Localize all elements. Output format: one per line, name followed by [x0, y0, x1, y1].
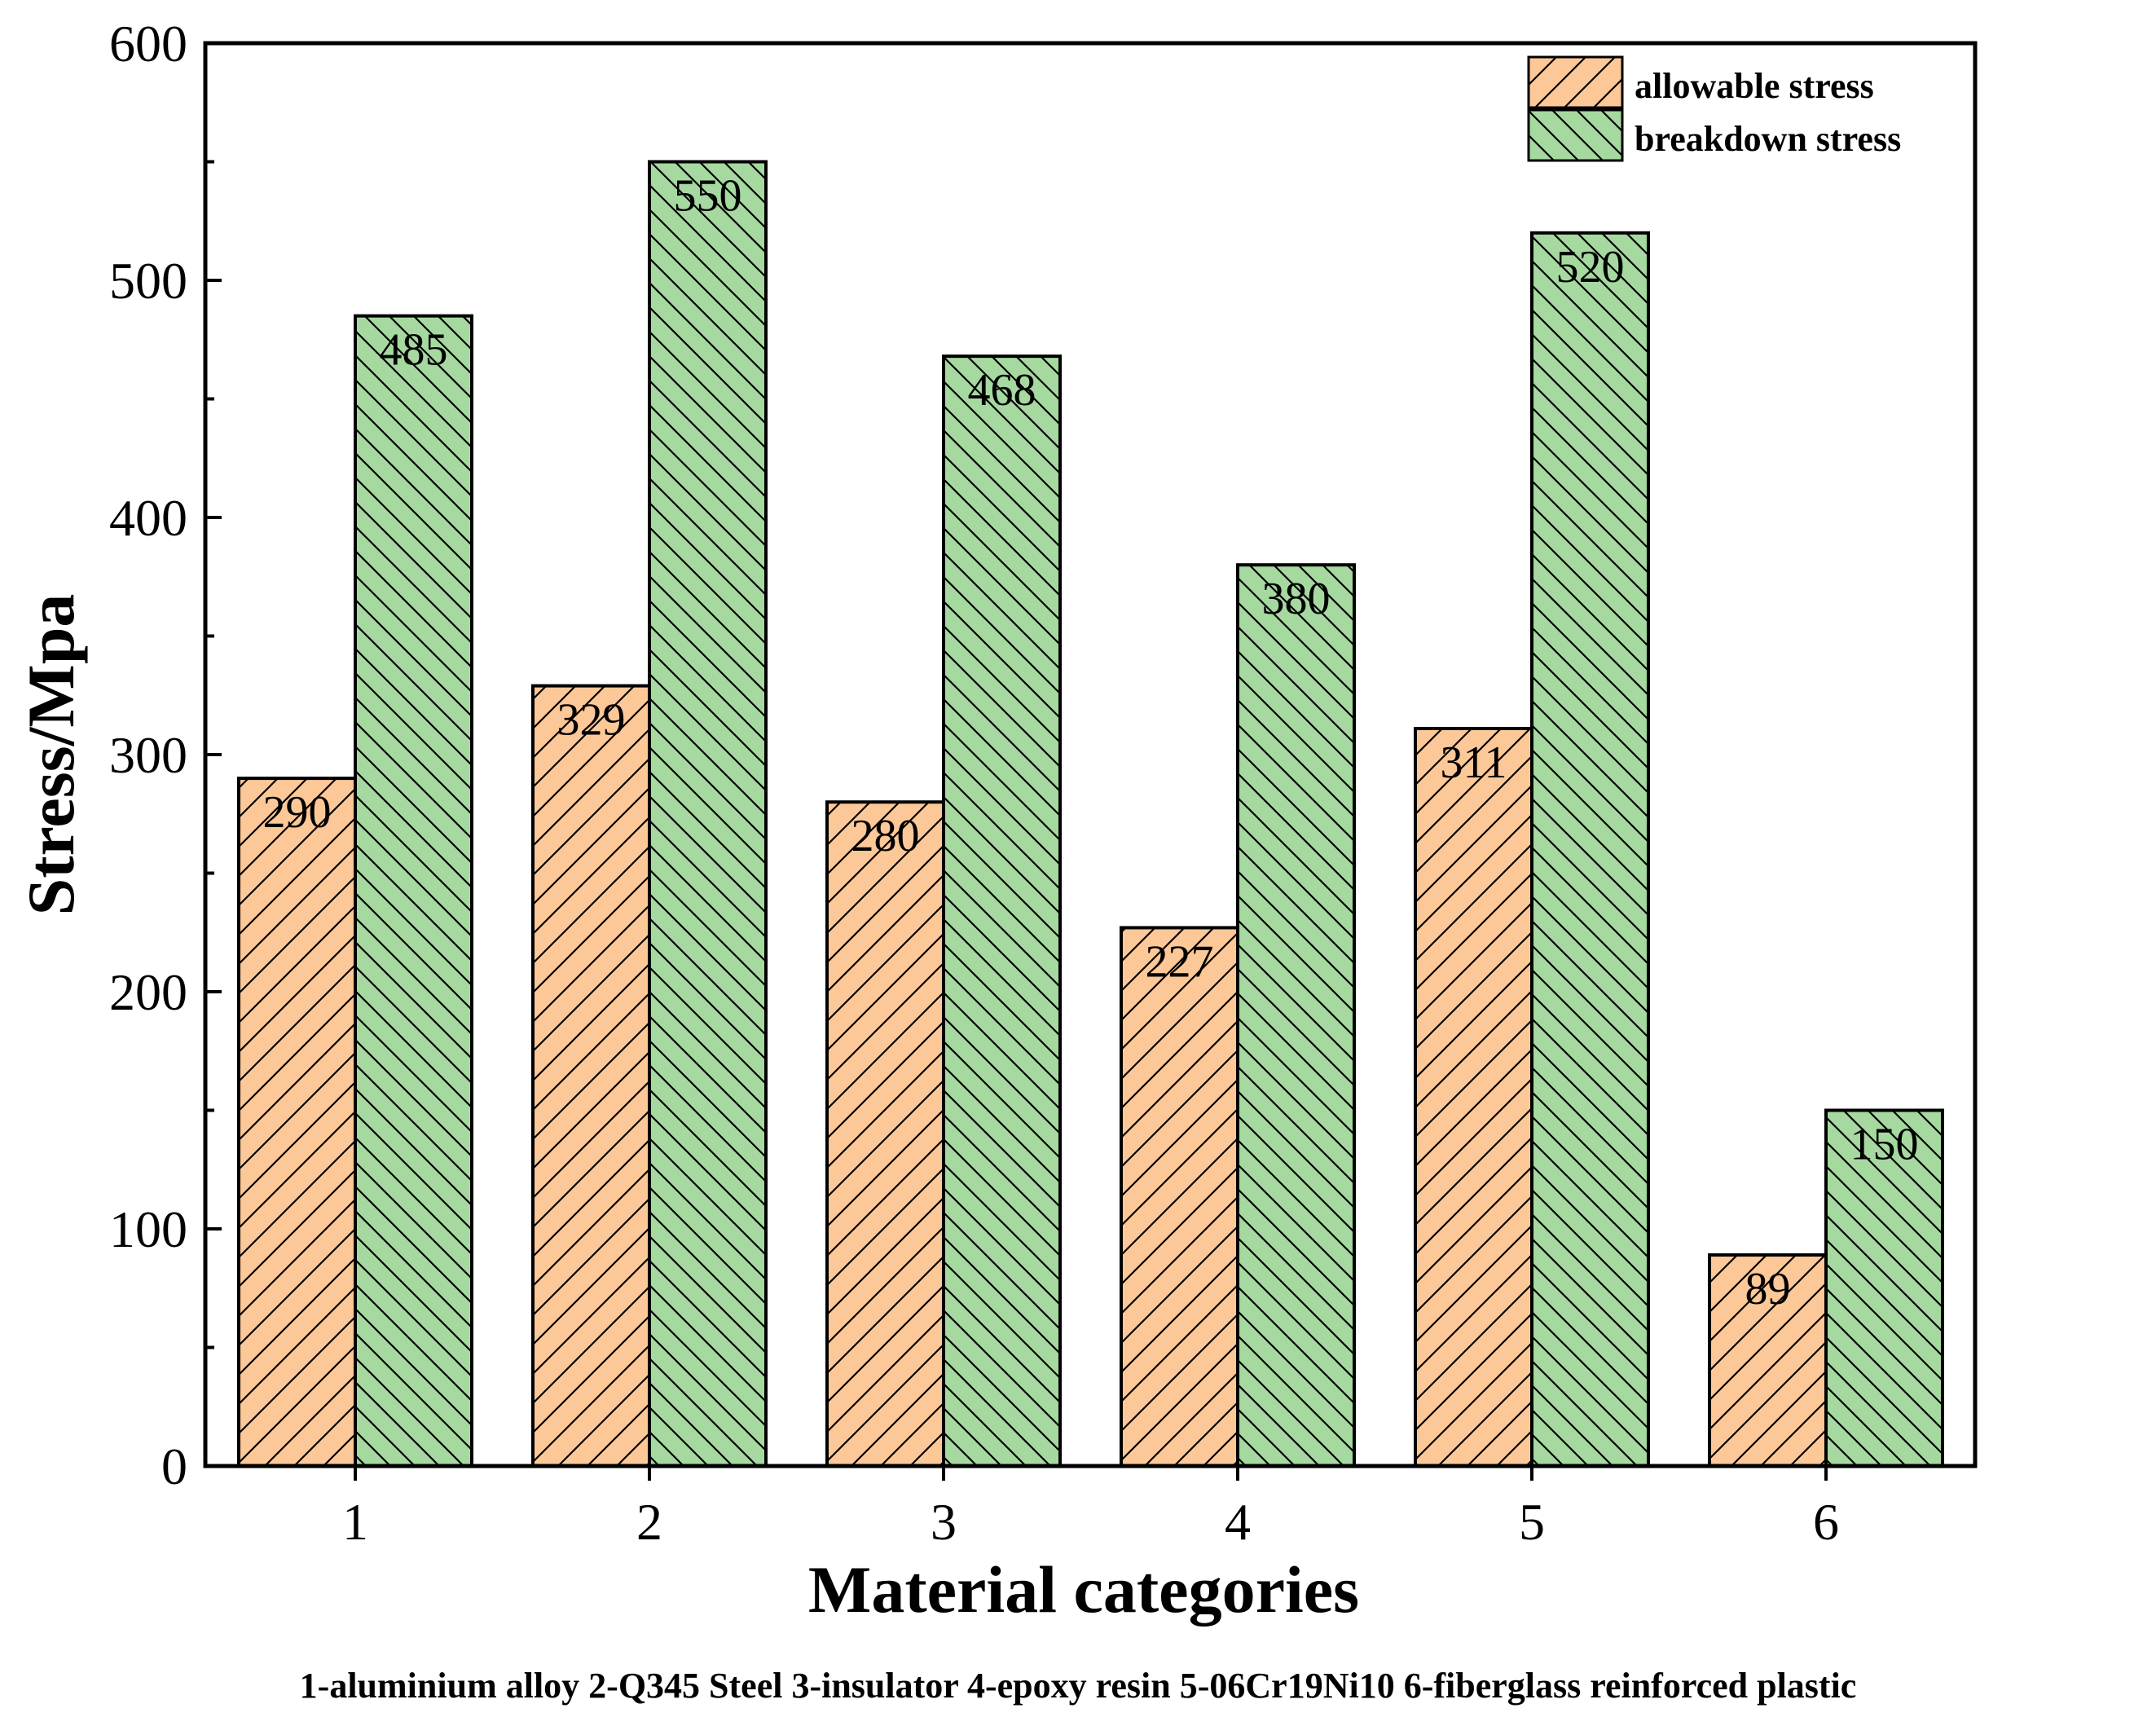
bar-allowable-1	[237, 777, 357, 1468]
y-tick-label-300: 300	[109, 726, 187, 784]
legend-label-allowable: allowable stress	[1635, 66, 1874, 106]
data-labels-group: 290 485 329 550 280 468 227 380 311 520 89 150	[263, 171, 1919, 1315]
category-caption: 1-aluminium alloy 2-Q345 Steel 3-insulat…	[300, 1666, 1857, 1706]
x-tick-label-4: 4	[1225, 1493, 1251, 1551]
data-label-breakdown-4: 380	[1262, 574, 1331, 624]
bar-breakdown-2	[648, 160, 768, 1468]
bar-breakdown-3	[942, 354, 1062, 1468]
y-axis-ticks: 0 100 200 300 400 500 600	[109, 15, 222, 1495]
data-label-breakdown-6: 150	[1850, 1120, 1919, 1170]
x-tick-label-2: 2	[636, 1493, 662, 1551]
y-tick-label-400: 400	[109, 489, 187, 547]
legend-swatch-breakdown	[1527, 108, 1624, 162]
bar-breakdown-1	[354, 314, 473, 1468]
bars-group	[237, 160, 1944, 1468]
x-axis-ticks: 1 2 3 4 5 6	[342, 1466, 1839, 1551]
x-tick-label-3: 3	[931, 1493, 957, 1551]
data-label-breakdown-5: 520	[1556, 242, 1625, 293]
data-label-allowable-2: 329	[557, 695, 626, 746]
bar-breakdown-4	[1236, 563, 1356, 1468]
y-tick-label-500: 500	[109, 252, 187, 310]
bar-allowable-6	[1708, 1253, 1828, 1468]
data-label-breakdown-3: 468	[968, 365, 1036, 416]
data-label-allowable-3: 280	[851, 811, 920, 861]
y-axis-title: Stress/Mpa	[14, 594, 88, 916]
x-tick-label-1: 1	[342, 1493, 368, 1551]
data-label-allowable-4: 227	[1146, 936, 1214, 987]
bar-allowable-5	[1414, 726, 1533, 1468]
data-label-breakdown-1: 485	[380, 325, 448, 376]
legend: allowable stress breakdown stress	[1527, 55, 1901, 162]
data-label-allowable-6: 89	[1745, 1264, 1791, 1314]
bar-breakdown-6	[1824, 1108, 1944, 1468]
x-axis-title: Material categories	[808, 1552, 1359, 1627]
y-tick-label-200: 200	[109, 963, 187, 1021]
data-label-allowable-1: 290	[263, 787, 332, 838]
legend-label-breakdown: breakdown stress	[1635, 119, 1901, 159]
bar-breakdown-5	[1530, 231, 1650, 1468]
y-tick-label-600: 600	[109, 15, 187, 73]
legend-swatch-allowable	[1527, 55, 1624, 109]
data-label-breakdown-2: 550	[674, 171, 742, 222]
x-tick-label-5: 5	[1519, 1493, 1545, 1551]
data-label-allowable-5: 311	[1441, 737, 1507, 788]
bar-allowable-3	[825, 800, 945, 1468]
y-tick-label-0: 0	[161, 1437, 187, 1495]
x-tick-label-6: 6	[1813, 1493, 1839, 1551]
bar-allowable-4	[1120, 926, 1239, 1468]
bar-allowable-2	[531, 684, 651, 1468]
y-tick-label-100: 100	[109, 1200, 187, 1258]
